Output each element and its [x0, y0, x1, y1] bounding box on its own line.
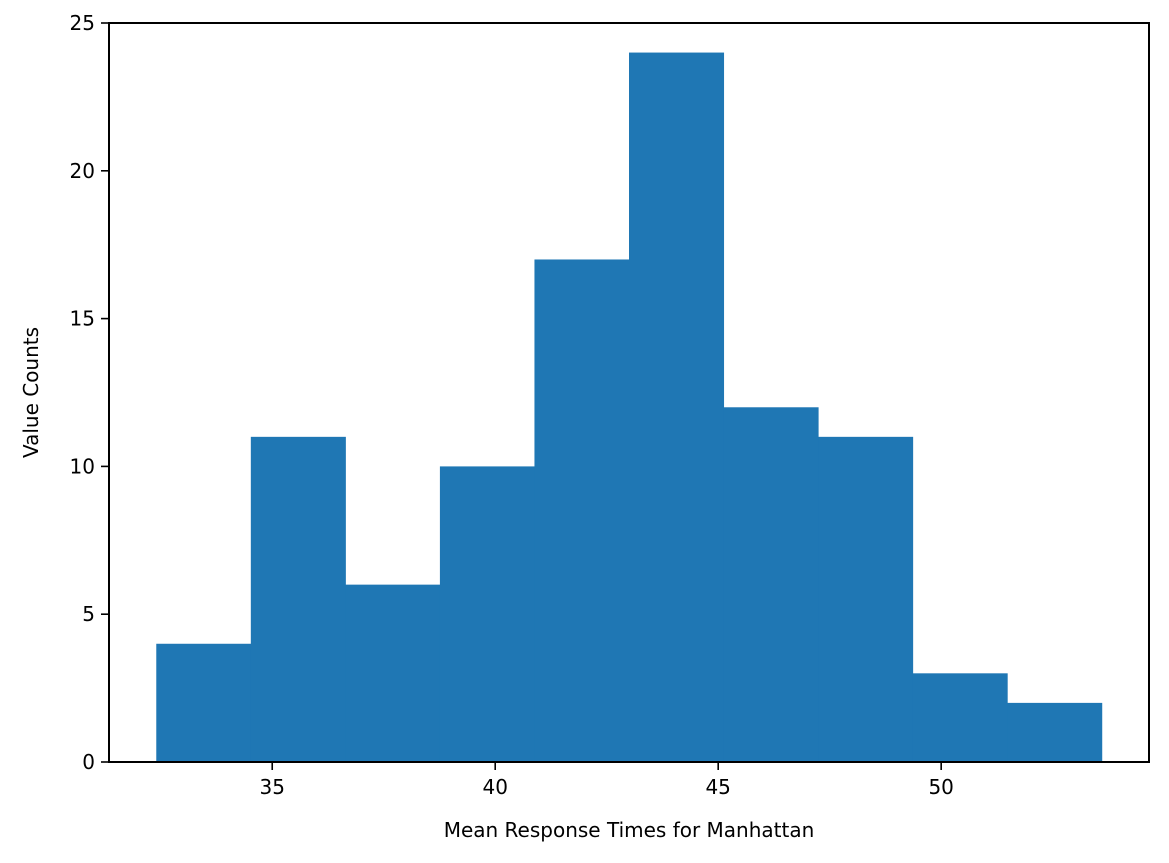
y-tick-label: 10 [70, 454, 95, 478]
histogram-bar [439, 466, 535, 762]
y-tick-label: 20 [70, 159, 95, 183]
bars-group [156, 52, 1103, 763]
y-axis-label: Value Counts [19, 327, 43, 458]
histogram-bar [723, 407, 819, 762]
x-axis-ticks: 35 40 45 50 [259, 762, 954, 799]
plot-frame [108, 22, 1150, 763]
x-tick-label: 50 [928, 775, 953, 799]
histogram-bar [1007, 702, 1103, 762]
y-tick-label: 0 [82, 750, 95, 774]
histogram-bar [345, 584, 441, 762]
histogram-bar [818, 436, 914, 762]
x-axis-label: Mean Response Times for Manhattan [444, 818, 815, 842]
histogram-bar [250, 436, 346, 762]
x-tick-label: 45 [705, 775, 730, 799]
y-axis-ticks: 0 5 10 15 20 25 [70, 11, 109, 774]
x-tick-label: 35 [259, 775, 284, 799]
y-tick-label: 5 [82, 602, 95, 626]
histogram-bar [534, 259, 630, 762]
histogram-bar [912, 673, 1008, 762]
x-tick-label: 40 [482, 775, 507, 799]
histogram-bar [156, 643, 252, 762]
histogram-bar [629, 52, 725, 763]
y-tick-label: 25 [70, 11, 95, 35]
y-tick-label: 15 [70, 307, 95, 331]
